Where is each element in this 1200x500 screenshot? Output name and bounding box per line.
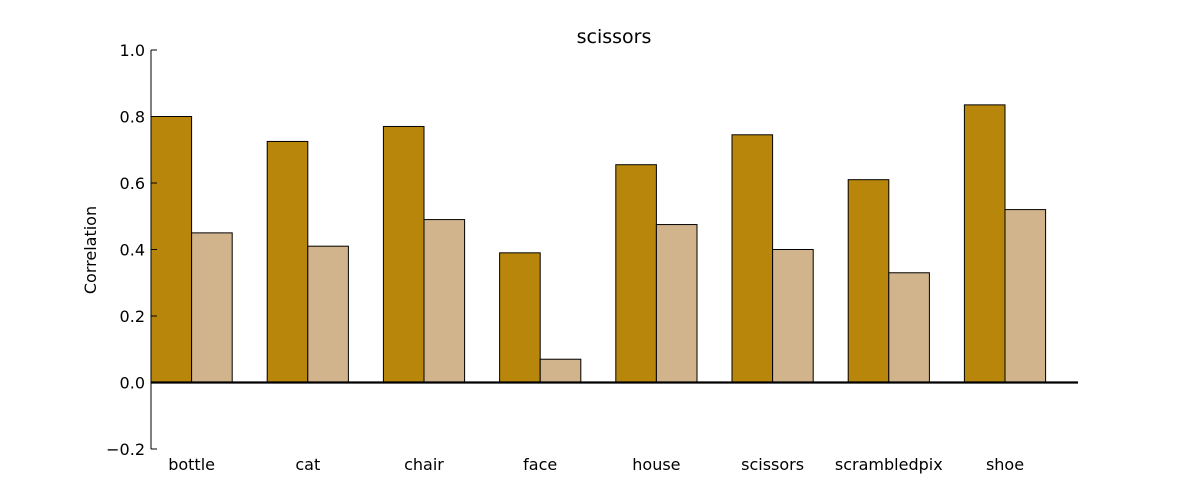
bar-series-1-house xyxy=(615,164,657,383)
labels-layer: bottle cat chair face house scissors scrambled… xyxy=(106,41,1024,474)
y-axis-label: Correlation xyxy=(81,206,100,294)
bar-series-1-shoe xyxy=(963,104,1006,384)
bar-series-2-house xyxy=(655,224,698,383)
bar-series-1-scrambledpix xyxy=(847,179,890,383)
x-tick-label: scrambledpix xyxy=(835,455,943,474)
y-tick-label: 0.2 xyxy=(120,307,145,326)
x-tick-label: face xyxy=(523,455,557,474)
x-tick-label: bottle xyxy=(168,455,215,474)
x-tick-label: shoe xyxy=(986,455,1024,474)
bar-series-1-bottle xyxy=(150,116,193,383)
bar-series-2-scissors xyxy=(772,249,814,383)
y-tick-label: 0.0 xyxy=(120,374,145,393)
y-tick-label: 0.6 xyxy=(120,174,145,193)
bar-series-2-bottle xyxy=(191,232,233,383)
bar-series-2-chair xyxy=(423,219,466,383)
bars-layer xyxy=(150,104,1047,384)
bar-series-2-shoe xyxy=(1004,209,1047,383)
x-tick-label: house xyxy=(632,455,680,474)
bar-series-1-scissors xyxy=(731,134,774,383)
bar-series-1-chair xyxy=(382,125,425,383)
x-tick-label: cat xyxy=(295,455,320,474)
bar-series-1-face xyxy=(499,252,541,383)
x-tick-label: scissors xyxy=(741,455,804,474)
chart-title: scissors xyxy=(577,26,652,48)
x-tick-label: chair xyxy=(404,455,444,474)
axes-layer xyxy=(150,49,1078,450)
bar-series-2-cat xyxy=(307,245,349,383)
y-tick-label: 0.4 xyxy=(120,241,145,260)
bar-series-1-cat xyxy=(266,140,309,383)
y-tick-label: 1.0 xyxy=(120,41,145,60)
y-tick-label: 0.8 xyxy=(120,108,145,127)
bar-series-2-scrambledpix xyxy=(888,272,930,383)
y-tick-label: −0.2 xyxy=(106,440,145,459)
bar-series-2-face xyxy=(539,358,582,384)
